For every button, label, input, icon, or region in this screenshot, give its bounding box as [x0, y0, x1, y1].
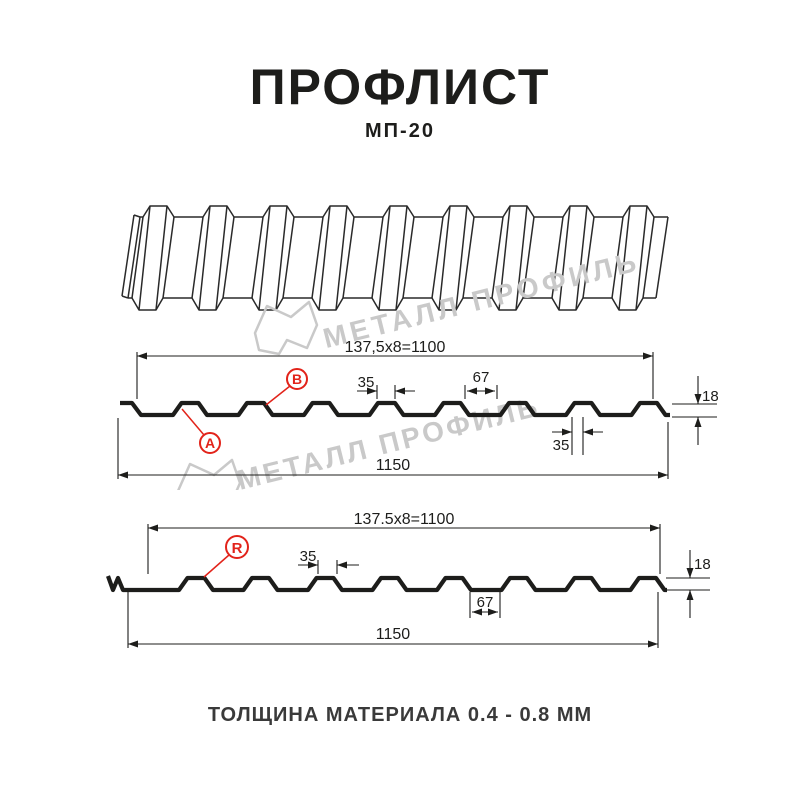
dim-profile-height: 18 — [666, 550, 711, 618]
marker-r: R — [203, 535, 249, 578]
page-title: ПРОФЛИСТ — [249, 59, 551, 115]
profile-3d-view — [121, 205, 669, 311]
marker-a: A — [181, 408, 221, 454]
dim-overall-top: 137.5x8=1100 — [147, 511, 661, 574]
dim-label-rib-top-width: 35 — [358, 374, 375, 391]
marker-b: B — [265, 368, 308, 406]
dim-label-profile-height: 18 — [702, 388, 719, 405]
watermark-logo-icon — [177, 458, 242, 490]
dim-label-overall-bottom: 1150 — [376, 626, 411, 643]
page-subtitle: МП-20 — [365, 120, 435, 142]
profile-cross-section-line — [106, 575, 667, 593]
diagram-top-profile: МЕТАЛЛ ПРОФИЛЬ 137,5x8=1100 35 67 18 — [117, 339, 719, 490]
dim-label-overall-top: 137.5x8=1100 — [354, 511, 455, 528]
dim-rib-top-width: 35 — [298, 548, 359, 574]
sheet-bottom-edge — [128, 297, 656, 311]
marker-r-label: R — [232, 540, 243, 557]
dim-valley-width: 67 — [469, 592, 501, 618]
dim-label-valley-width: 67 — [473, 369, 490, 386]
dim-label-overall-top: 137,5x8=1100 — [345, 339, 446, 356]
marker-a-label: A — [205, 435, 215, 451]
dim-overall-bottom: 1150 — [127, 592, 659, 648]
dim-rib-top-width: 35 — [357, 374, 415, 399]
diagram-bottom-profile: 137.5x8=1100 35 18 67 1150 — [106, 511, 711, 648]
dim-label-rib-top-width: 35 — [300, 548, 317, 565]
sheet-right-edge — [655, 216, 669, 299]
watermark-logo-icon — [253, 300, 319, 356]
dim-overall-top: 137,5x8=1100 — [136, 339, 654, 399]
dim-label-lower-width: 35 — [553, 437, 570, 454]
dim-profile-height: 18 — [672, 376, 719, 445]
dim-label-profile-height: 18 — [694, 556, 711, 573]
material-caption: ТОЛЩИНА МАТЕРИАЛА 0.4 - 0.8 ММ — [207, 704, 593, 726]
dim-lower-width: 35 — [552, 417, 603, 455]
dim-label-valley-width: 67 — [477, 594, 494, 611]
sheet-left-edge — [121, 214, 141, 299]
dim-label-overall-bottom: 1150 — [376, 457, 411, 474]
dim-overall-bottom: 1150 — [117, 418, 669, 479]
profile-cross-section-line — [120, 400, 670, 418]
dim-valley-width: 67 — [464, 369, 498, 399]
marker-b-label: B — [292, 371, 302, 387]
sheet-top-edge — [140, 205, 668, 218]
